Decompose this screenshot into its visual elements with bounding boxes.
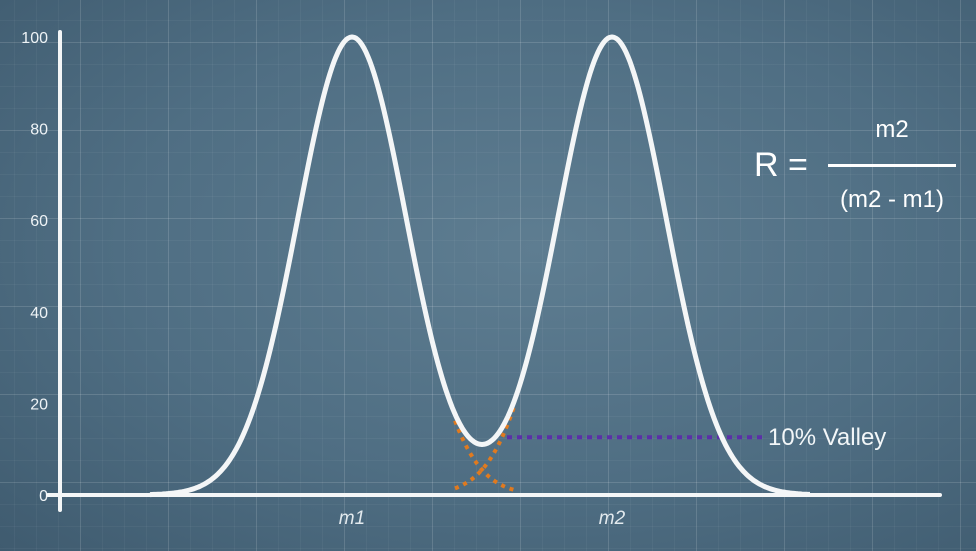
- y-tick-label-0: 0: [39, 488, 48, 505]
- y-tick-label-40: 40: [30, 305, 48, 322]
- x-tick-labels: m1 m2: [339, 508, 626, 529]
- formula-lhs: R =: [754, 146, 808, 184]
- resolution-formula: R = m2 (m2 - m1): [754, 116, 964, 216]
- y-tick-label-100: 100: [21, 30, 48, 47]
- x-tick-label-m1: m1: [339, 508, 365, 529]
- y-tick-label-20: 20: [30, 396, 48, 413]
- valley-label: 10% Valley: [768, 424, 886, 451]
- formula-fraction-bar: [828, 164, 956, 167]
- y-tick-label-60: 60: [30, 213, 48, 230]
- formula-numerator: m2: [875, 116, 909, 143]
- formula-denominator: (m2 - m1): [840, 186, 944, 213]
- x-tick-label-m2: m2: [599, 508, 626, 529]
- spectrum-curve: [149, 34, 811, 498]
- peak-overlap-dots: [453, 403, 517, 493]
- y-tick-labels: 0 20 40 60 80 100: [21, 30, 48, 505]
- peak2-tail-dots: [454, 403, 517, 491]
- y-tick-label-80: 80: [30, 122, 48, 139]
